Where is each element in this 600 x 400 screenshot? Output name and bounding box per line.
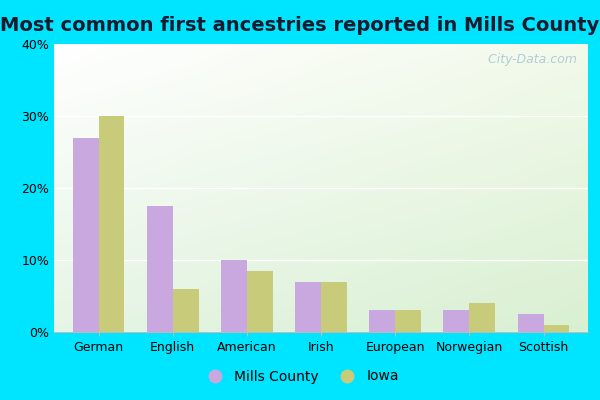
Bar [544, 325, 569, 332]
Bar [518, 314, 544, 332]
Text: City-Data.com: City-Data.com [481, 53, 577, 66]
Bar [469, 303, 495, 332]
Legend: Mills County, Iowa: Mills County, Iowa [196, 364, 404, 389]
Bar [443, 310, 469, 332]
Bar [147, 206, 173, 332]
Bar [321, 282, 347, 332]
Bar [395, 310, 421, 332]
Bar [247, 271, 273, 332]
Bar [295, 282, 321, 332]
Bar [173, 289, 199, 332]
Bar [369, 310, 395, 332]
Bar [73, 138, 98, 332]
Bar [221, 260, 247, 332]
Text: Most common first ancestries reported in Mills County: Most common first ancestries reported in… [1, 16, 599, 35]
Bar [98, 116, 124, 332]
